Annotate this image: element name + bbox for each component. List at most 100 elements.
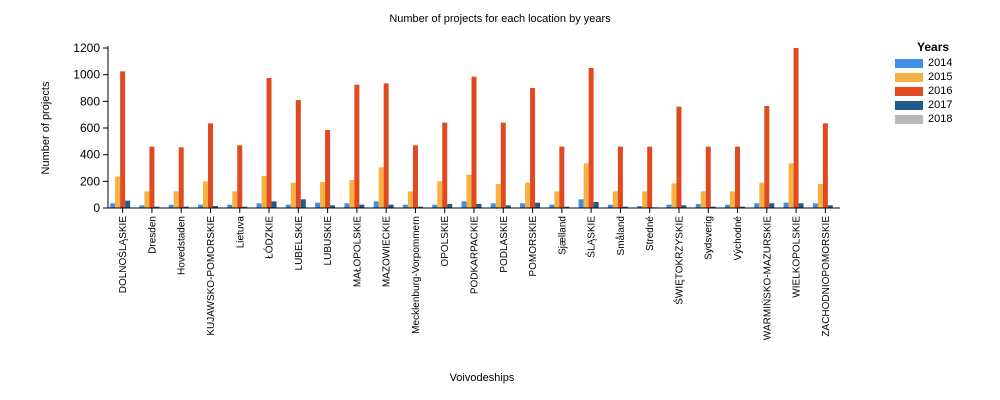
legend-swatch <box>895 100 923 110</box>
bar-2014 <box>666 204 672 208</box>
x-tick-label: MAZOWIECKIE <box>382 216 393 287</box>
bar-2017 <box>476 204 482 208</box>
bar-2015 <box>232 191 238 208</box>
bar-2016 <box>617 146 623 208</box>
bar-2017 <box>593 202 599 208</box>
bar-2014 <box>197 204 203 208</box>
bar-2015 <box>642 191 648 208</box>
y-tick-label: 0 <box>93 201 100 215</box>
bar-2014 <box>285 204 291 208</box>
bar-2015 <box>378 167 384 208</box>
bar-2016 <box>500 122 506 208</box>
bar-2015 <box>554 191 560 208</box>
bar-2017 <box>154 206 160 208</box>
bar-2016 <box>588 68 594 208</box>
x-tick-label: DOLNOŚLĄSKIE <box>116 216 129 294</box>
bar-2016 <box>705 146 711 208</box>
x-axis-title: Voivodeships <box>450 372 515 384</box>
bar-2014 <box>637 206 643 208</box>
x-tick-label: OPOLSKIE <box>440 216 451 267</box>
x-tick-label: Mecklenburg-Vorpommern <box>411 216 422 334</box>
bar-2016 <box>237 145 243 208</box>
bar-2015 <box>115 176 121 208</box>
y-tick-label: 600 <box>80 121 100 135</box>
bar-2016 <box>120 71 126 208</box>
bar-2015 <box>730 191 736 208</box>
y-tick-label: 200 <box>80 174 100 188</box>
x-tick-label: ŁÓDZKIE <box>263 216 276 259</box>
bar-2017 <box>505 205 511 208</box>
bar-2017 <box>125 200 131 208</box>
bar-2017 <box>271 201 277 208</box>
y-ticks-layer: 0 200 400 600 800 1000 1200 <box>73 41 108 215</box>
legend-item: 2015 <box>895 70 995 84</box>
legend-item: 2018 <box>895 112 995 126</box>
legend-swatch <box>895 58 923 68</box>
x-tick-label: PODKARPACKIE <box>470 216 481 294</box>
bar-2015 <box>788 163 794 208</box>
bar-2017 <box>798 203 804 208</box>
bar-2015 <box>671 183 677 208</box>
bar-2016 <box>207 123 213 208</box>
bar-2017 <box>330 205 336 208</box>
x-tick-label: POMORSKIE <box>528 216 539 277</box>
x-tick-label: Sjælland <box>557 216 568 255</box>
bar-2016 <box>793 48 799 208</box>
bar-2015 <box>290 182 296 208</box>
bar-2015 <box>817 184 823 208</box>
bar-2016 <box>559 146 565 208</box>
bar-2017 <box>300 199 306 208</box>
bar-2017 <box>359 204 365 208</box>
x-tick-label: MAŁOPOLSKIE <box>352 216 363 287</box>
bar-2016 <box>647 146 653 208</box>
legend-swatch <box>895 86 923 96</box>
bar-2017 <box>622 206 628 208</box>
y-tick-label: 400 <box>80 148 100 162</box>
legend-item: 2017 <box>895 98 995 112</box>
bar-2016 <box>412 145 418 208</box>
bar-2014 <box>432 204 438 208</box>
legend-title: Years <box>917 40 950 54</box>
bar-2014 <box>402 204 408 208</box>
legend: Years 2014 2015 2016 2017 2018 <box>895 40 995 126</box>
bar-2017 <box>388 204 394 208</box>
x-tick-label: PODLASKIE <box>499 216 510 273</box>
bar-2016 <box>266 78 272 208</box>
x-tick-label: Stredné <box>645 216 656 251</box>
bar-2014 <box>227 204 233 208</box>
x-tick-label: Småland <box>615 216 627 255</box>
x-tick-label: WIELKOPOLSKIE <box>792 216 803 298</box>
legend-label: 2014 <box>928 57 953 69</box>
bar-2014 <box>139 205 145 208</box>
bar-2014 <box>783 202 789 208</box>
x-tick-label: KUJAWSKO-POMORSKIE <box>206 216 217 336</box>
bar-2015 <box>144 191 150 208</box>
bar-2017 <box>183 206 189 208</box>
bar-2016 <box>325 130 331 208</box>
legend-label: 2015 <box>928 71 953 83</box>
bar-2014 <box>256 203 262 208</box>
x-tick-label: ZACHODNIOPOMORSKIE <box>821 216 832 337</box>
x-tick-label: Sydsverig <box>704 216 715 260</box>
y-tick-label: 1200 <box>73 41 100 55</box>
bar-2017 <box>417 206 423 208</box>
bar-2014 <box>461 201 467 208</box>
bar-2014 <box>549 204 555 208</box>
legend-item: 2016 <box>895 84 995 98</box>
bar-2014 <box>168 204 174 208</box>
bar-2017 <box>710 206 716 208</box>
bar-2016 <box>442 122 448 208</box>
bar-2016 <box>178 147 184 208</box>
bar-2017 <box>769 203 775 208</box>
bar-2015 <box>261 176 267 208</box>
bar-2014 <box>490 203 496 208</box>
bar-2016 <box>149 146 155 208</box>
legend-label: 2016 <box>928 85 953 97</box>
bar-2015 <box>437 181 443 208</box>
x-tick-label: Dresden <box>147 216 158 254</box>
bars-layer <box>110 48 838 209</box>
bar-2016 <box>735 146 741 208</box>
bar-2017 <box>564 206 570 208</box>
bar-2015 <box>525 182 531 208</box>
y-tick-label: 1000 <box>73 68 100 82</box>
